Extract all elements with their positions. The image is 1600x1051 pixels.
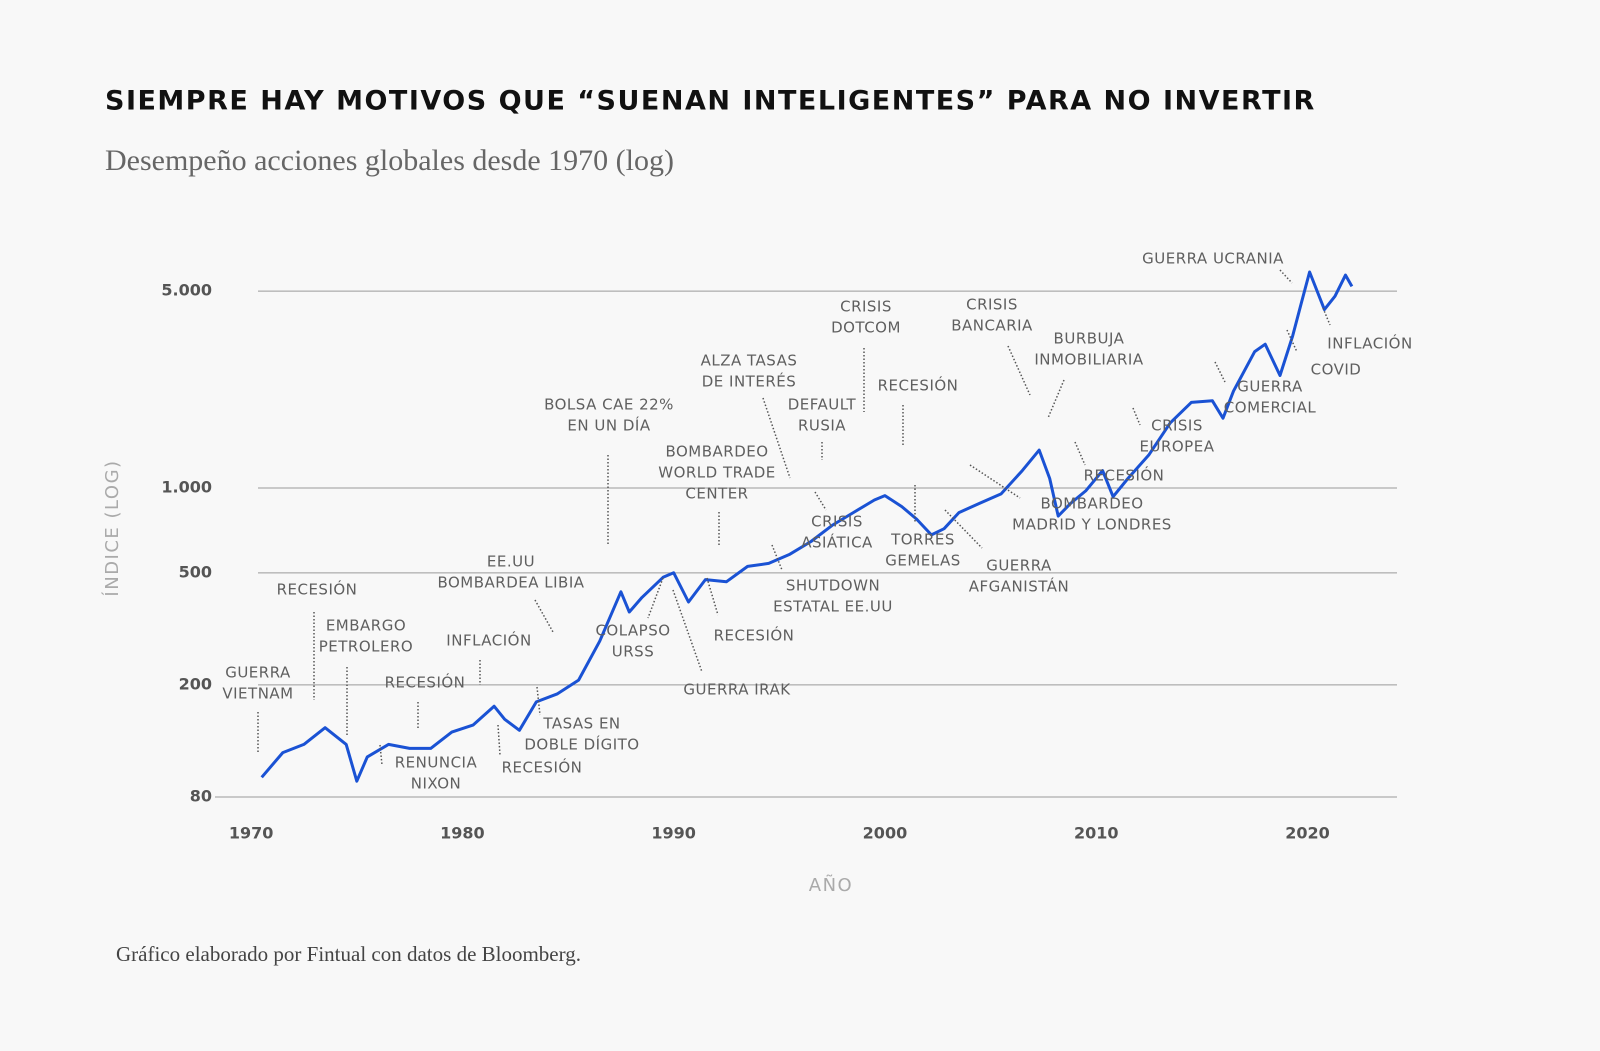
- annotation-leader: [969, 464, 1021, 499]
- y-tick-label: 200: [179, 674, 212, 693]
- annotation-label: BOLSA CAE 22%: [544, 396, 674, 414]
- y-axis-label: ÍNDICE (LOG): [101, 459, 123, 596]
- chart-subtitle: Desempeño acciones globales desde 1970 (…: [105, 144, 674, 177]
- annotation-label: AFGANISTÁN: [969, 577, 1069, 596]
- annotation-leader: [771, 544, 783, 571]
- annotation-label: TASAS EN: [542, 715, 620, 733]
- x-axis-label: AÑO: [809, 874, 853, 896]
- annotation-leader: [672, 589, 703, 673]
- annotation-label: MADRID Y LONDRES: [1012, 516, 1172, 534]
- annotation-label: RECESIÓN: [1084, 466, 1165, 485]
- grid: 80 200 500 1.000 5.000 1970 1980 1990 2000 2010 20…: [161, 281, 1397, 843]
- annotation-label: COVID: [1311, 361, 1362, 379]
- x-tick-label: 2020: [1285, 824, 1330, 843]
- annotations: GUERRA VIETNAM RECESIÓN EMBARGO PETROLERO REN…: [222, 250, 1412, 793]
- annotation-leader: [534, 599, 554, 633]
- data-line: [260, 270, 1354, 783]
- annotation-leader: [1132, 407, 1141, 426]
- annotation-label: RECESIÓN: [878, 376, 959, 395]
- annotation-label: BURBUJA: [1054, 330, 1125, 348]
- annotation-label: DE INTERÉS: [702, 372, 797, 391]
- annotation-label: PETROLERO: [319, 638, 413, 656]
- annotation-label: CRISIS: [840, 298, 892, 316]
- annotation-label: GUERRA: [986, 557, 1052, 575]
- annotation-leader: [536, 686, 541, 716]
- annotation-label: BOMBARDEO: [1040, 495, 1143, 513]
- annotation-label: SHUTDOWN: [786, 577, 880, 595]
- annotation-label: WORLD TRADE: [658, 464, 776, 482]
- annotation-label: INMOBILIARIA: [1034, 351, 1143, 369]
- plot: [260, 270, 1354, 783]
- chart-title: SIEMPRE HAY MOTIVOS QUE “SUENAN INTELIGE…: [105, 86, 1316, 117]
- annotation-label: BANCARIA: [951, 317, 1033, 335]
- annotation-label: ALZA TASAS: [701, 352, 798, 370]
- annotation-label: ASIÁTICA: [801, 533, 873, 552]
- annotation-leader: [1286, 329, 1298, 353]
- annotation-label: DEFAULT: [788, 396, 857, 414]
- annotation-label: CENTER: [685, 485, 748, 503]
- annotation-leader: [1322, 307, 1331, 326]
- x-tick-label: 1970: [229, 824, 274, 843]
- annotation-label: RENUNCIA: [395, 754, 478, 772]
- annotation-label: GEMELAS: [885, 552, 961, 570]
- annotation-label: INFLACIÓN: [446, 631, 531, 650]
- annotation-label: TORRES: [890, 531, 955, 549]
- annotation-label: DOTCOM: [831, 319, 901, 337]
- annotation-label: URSS: [612, 643, 654, 661]
- annotation-label: EN UN DÍA: [567, 416, 650, 435]
- annotation-label: EMBARGO: [326, 617, 406, 635]
- annotation-leader: [814, 491, 827, 511]
- annotation-label: EE.UU: [487, 553, 535, 571]
- annotation-leader: [1074, 441, 1086, 466]
- annotation-label: INFLACIÓN: [1327, 334, 1412, 353]
- annotation-label: NIXON: [411, 775, 462, 793]
- annotation-label: CRISIS: [966, 296, 1018, 314]
- annotation-label: BOMBARDEA LIBIA: [437, 574, 584, 592]
- x-tick-label: 1980: [440, 824, 485, 843]
- annotation-label: RECESIÓN: [502, 758, 583, 777]
- annotation-leader: [1279, 269, 1293, 284]
- annotation-label: GUERRA IRAK: [683, 681, 791, 699]
- annotation-label: GUERRA: [225, 664, 291, 682]
- annotation-label: CRISIS: [1151, 417, 1203, 435]
- x-tick-label: 1990: [651, 824, 696, 843]
- annotation-label: RECESIÓN: [714, 626, 795, 645]
- annotation-label: DOBLE DÍGITO: [524, 735, 639, 754]
- y-tick-label: 80: [190, 787, 212, 806]
- annotation-label: RECESIÓN: [385, 673, 466, 692]
- annotation-leader: [647, 577, 664, 619]
- x-tick-label: 2010: [1074, 824, 1119, 843]
- annotation-leader: [497, 724, 501, 756]
- annotation-label: RECESIÓN: [277, 580, 358, 599]
- footer: Gráfico elaborado por Fintual con datos …: [116, 942, 581, 966]
- annotation-label: EUROPEA: [1140, 438, 1215, 456]
- annotation-label: GUERRA: [1237, 378, 1303, 396]
- y-tick-label: 1.000: [161, 478, 212, 497]
- y-tick-label: 500: [179, 562, 212, 581]
- annotation-label: COMERCIAL: [1224, 399, 1317, 417]
- y-tick-label: 5.000: [161, 281, 212, 300]
- annotation-label: RUSIA: [798, 417, 846, 435]
- annotation-leader: [1214, 361, 1226, 383]
- annotation-label: ESTATAL EE.UU: [773, 598, 893, 616]
- annotation-leader: [762, 397, 791, 479]
- annotation-label: BOMBARDEO: [665, 443, 768, 461]
- annotation-label: COLAPSO: [595, 622, 670, 640]
- annotation-leader: [706, 577, 719, 616]
- annotation-label: GUERRA UCRANIA: [1142, 250, 1284, 268]
- x-tick-label: 2000: [863, 824, 908, 843]
- annotation-label: CRISIS: [811, 513, 863, 531]
- annotation-label: VIETNAM: [222, 685, 293, 703]
